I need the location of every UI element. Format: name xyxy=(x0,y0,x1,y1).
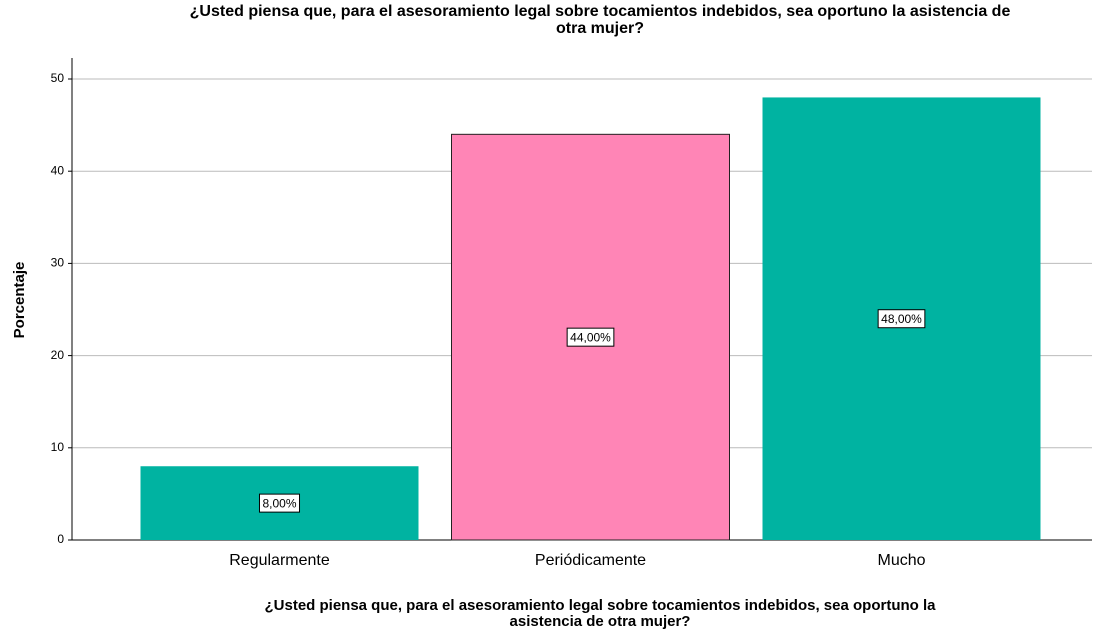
value-label: 48,00% xyxy=(881,312,922,326)
value-label: 44,00% xyxy=(570,330,611,344)
value-label-box xyxy=(877,309,926,329)
y-tick-label: 50 xyxy=(51,71,65,85)
y-tick-label: 40 xyxy=(51,163,65,177)
chart-title: ¿Usted piensa que, para el asesoramiento… xyxy=(190,3,1011,20)
x-tick-label: Mucho xyxy=(877,552,925,569)
x-tick-label: Periódicamente xyxy=(535,552,646,569)
y-axis-label: Porcentaje xyxy=(11,262,28,339)
value-label-box xyxy=(566,327,615,347)
value-label: 8,00% xyxy=(262,496,296,510)
value-label-box xyxy=(258,493,301,513)
y-tick-label: 10 xyxy=(51,440,65,454)
y-tick-label: 20 xyxy=(51,348,65,362)
chart-title: otra mujer? xyxy=(556,20,644,37)
y-tick-label: 0 xyxy=(57,532,64,546)
x-axis-label: asistencia de otra mujer? xyxy=(510,613,691,630)
x-axis-label: ¿Usted piensa que, para el asesoramiento… xyxy=(264,597,936,614)
x-tick-label: Regularmente xyxy=(229,552,330,569)
y-tick-label: 30 xyxy=(51,256,65,270)
